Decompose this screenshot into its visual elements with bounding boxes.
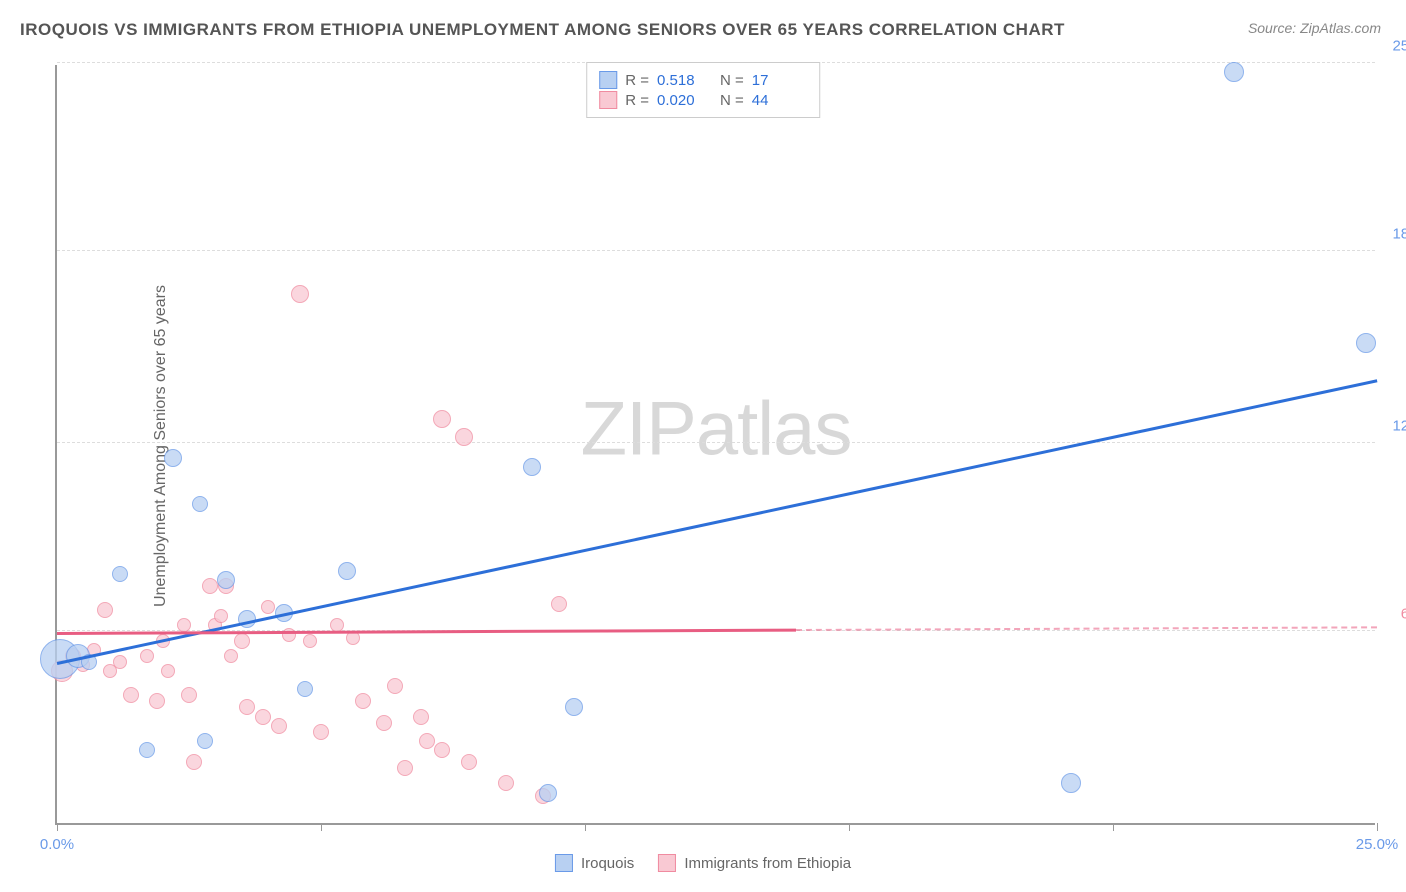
data-point: [239, 699, 255, 715]
legend-n-value: 17: [752, 72, 807, 89]
data-point: [255, 709, 271, 725]
data-point: [498, 775, 514, 791]
data-point: [433, 410, 451, 428]
data-point: [123, 687, 139, 703]
data-point: [355, 693, 371, 709]
data-point: [214, 609, 228, 623]
data-point: [455, 428, 473, 446]
legend-r-label: R =: [625, 92, 649, 109]
legend-swatch: [555, 854, 573, 872]
legend-r-value: 0.518: [657, 72, 712, 89]
data-point: [1224, 62, 1244, 82]
plot-area: ZIPatlas 6.3%12.5%18.8%25.0%0.0%25.0%: [55, 65, 1375, 825]
legend-label: Iroquois: [581, 855, 634, 872]
trend-line: [57, 380, 1378, 665]
data-point: [397, 760, 413, 776]
data-point: [140, 649, 154, 663]
y-tick-label: 18.8%: [1380, 226, 1406, 243]
data-point: [164, 449, 182, 467]
data-point: [181, 687, 197, 703]
legend-row: R = 0.518 N = 17: [599, 71, 807, 89]
data-point: [1061, 773, 1081, 793]
x-tick: [849, 823, 850, 831]
watermark-bold: ZIP: [581, 386, 696, 471]
gridline: [57, 250, 1375, 251]
legend-swatch: [599, 91, 617, 109]
data-point: [271, 718, 287, 734]
gridline: [57, 442, 1375, 443]
data-point: [97, 602, 113, 618]
legend-r-label: R =: [625, 72, 649, 89]
data-point: [313, 724, 329, 740]
data-point: [419, 733, 435, 749]
data-point: [461, 754, 477, 770]
data-point: [186, 754, 202, 770]
source-label: Source: ZipAtlas.com: [1248, 20, 1381, 36]
data-point: [139, 742, 155, 758]
chart-title: IROQUOIS VS IMMIGRANTS FROM ETHIOPIA UNE…: [20, 20, 1065, 40]
data-point: [297, 681, 313, 697]
data-point: [224, 649, 238, 663]
y-tick-label: 12.5%: [1380, 418, 1406, 435]
data-point: [539, 784, 557, 802]
legend-item: Iroquois: [555, 854, 634, 872]
legend-item: Immigrants from Ethiopia: [658, 854, 851, 872]
data-point: [261, 600, 275, 614]
legend-n-value: 44: [752, 92, 807, 109]
data-point: [197, 733, 213, 749]
data-point: [113, 655, 127, 669]
data-point: [177, 618, 191, 632]
data-point: [291, 285, 309, 303]
data-point: [161, 664, 175, 678]
x-tick-label: 0.0%: [40, 836, 74, 853]
data-point: [303, 634, 317, 648]
data-point: [565, 698, 583, 716]
x-tick-label: 25.0%: [1356, 836, 1399, 853]
data-point: [338, 562, 356, 580]
data-point: [192, 496, 208, 512]
data-point: [413, 709, 429, 725]
data-point: [1356, 333, 1376, 353]
legend-swatch: [658, 854, 676, 872]
legend-n-label: N =: [720, 92, 744, 109]
correlation-legend: R = 0.518 N = 17 R = 0.020 N = 44: [586, 62, 820, 118]
x-tick: [585, 823, 586, 831]
legend-swatch: [599, 71, 617, 89]
x-tick: [57, 823, 58, 831]
legend-row: R = 0.020 N = 44: [599, 91, 807, 109]
y-tick-label: 6.3%: [1380, 606, 1406, 623]
chart-container: IROQUOIS VS IMMIGRANTS FROM ETHIOPIA UNE…: [0, 0, 1406, 892]
series-legend: Iroquois Immigrants from Ethiopia: [555, 854, 851, 872]
watermark: ZIPatlas: [581, 385, 852, 472]
x-tick: [1377, 823, 1378, 831]
watermark-thin: atlas: [696, 386, 852, 471]
data-point: [523, 458, 541, 476]
data-point: [217, 571, 235, 589]
data-point: [202, 578, 218, 594]
y-tick-label: 25.0%: [1380, 38, 1406, 55]
data-point: [434, 742, 450, 758]
data-point: [376, 715, 392, 731]
data-point: [282, 628, 296, 642]
legend-r-value: 0.020: [657, 92, 712, 109]
data-point: [112, 566, 128, 582]
x-tick: [321, 823, 322, 831]
x-tick: [1113, 823, 1114, 831]
data-point: [551, 596, 567, 612]
legend-label: Immigrants from Ethiopia: [684, 855, 851, 872]
data-point: [387, 678, 403, 694]
data-point: [149, 693, 165, 709]
data-point: [234, 633, 250, 649]
legend-n-label: N =: [720, 72, 744, 89]
